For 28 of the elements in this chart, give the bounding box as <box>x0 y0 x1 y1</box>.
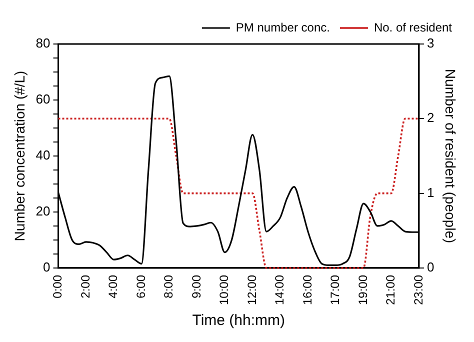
x-tick-label: 14:00 <box>272 274 287 305</box>
y-tick-label: 20 <box>36 204 50 219</box>
y-axis-title: Number concentration (#/L) <box>11 70 28 242</box>
x-tick-label: 10:00 <box>217 274 232 305</box>
x-tick-label: 12:00 <box>244 274 259 305</box>
x-tick-label: 17:00 <box>328 274 342 305</box>
x-tick-label: 6:00 <box>134 274 148 298</box>
x-tick-label: 8:00 <box>162 274 176 298</box>
y-tick-label: 60 <box>36 92 50 107</box>
x-tick-label: 4:00 <box>106 274 120 298</box>
x-tick-label: 23:00 <box>411 274 426 305</box>
y2-tick-label: 0 <box>426 260 434 275</box>
legend-label: No. of resident <box>374 20 453 34</box>
x-tick-label: 9:00 <box>189 274 204 298</box>
x-tick-label: 2:00 <box>78 274 92 298</box>
x-tick-label: 0:00 <box>50 274 65 298</box>
y2-tick-label: 3 <box>426 36 434 51</box>
x-tick-label: 19:00 <box>356 274 370 305</box>
y2-tick-label: 1 <box>426 184 434 200</box>
y-tick-label: 80 <box>36 36 50 51</box>
x-tick-label: 16:00 <box>300 274 314 305</box>
legend-label: PM number conc. <box>236 20 330 34</box>
y2-axis-title: Number of resident (people) <box>442 68 459 244</box>
x-tick-label: 21:00 <box>384 274 398 305</box>
x-axis-title: Time (hh:mm) <box>192 312 286 330</box>
y-tick-label: 40 <box>36 148 50 163</box>
y2-tick-label: 2 <box>426 110 434 126</box>
y-tick-label: 0 <box>43 260 50 275</box>
